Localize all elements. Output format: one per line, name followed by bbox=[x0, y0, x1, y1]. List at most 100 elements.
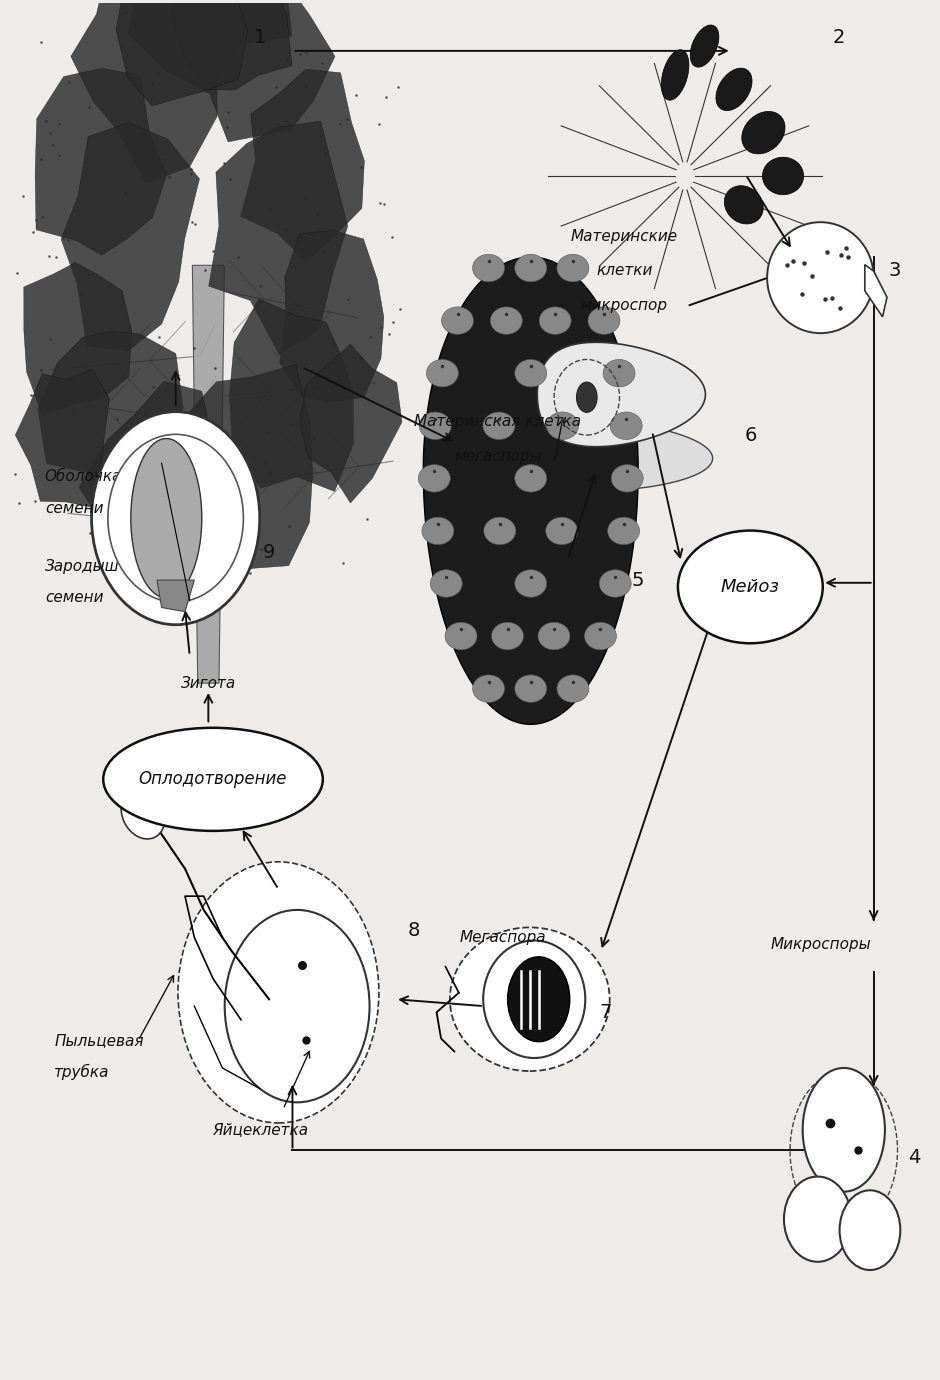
Polygon shape bbox=[209, 121, 348, 355]
Ellipse shape bbox=[546, 413, 578, 439]
Polygon shape bbox=[157, 580, 195, 611]
Ellipse shape bbox=[803, 1068, 885, 1192]
Text: трубка: трубка bbox=[55, 1064, 110, 1081]
Ellipse shape bbox=[483, 941, 586, 1058]
Text: Материнская клетка: Материнская клетка bbox=[415, 414, 582, 429]
Polygon shape bbox=[38, 331, 183, 504]
Text: 8: 8 bbox=[408, 920, 420, 940]
Text: Мегаспора: Мегаспора bbox=[460, 930, 546, 945]
Ellipse shape bbox=[607, 518, 639, 545]
Text: Пыльцевая: Пыльцевая bbox=[55, 1034, 144, 1047]
Ellipse shape bbox=[515, 570, 547, 598]
Ellipse shape bbox=[767, 222, 873, 333]
Ellipse shape bbox=[603, 359, 635, 386]
Text: Оболочка: Оболочка bbox=[45, 469, 122, 484]
Polygon shape bbox=[538, 342, 706, 447]
Text: 5: 5 bbox=[632, 570, 645, 589]
Text: 1: 1 bbox=[254, 28, 266, 47]
Text: Микроспоры: Микроспоры bbox=[770, 937, 870, 952]
Ellipse shape bbox=[610, 413, 642, 439]
Ellipse shape bbox=[422, 518, 454, 545]
Ellipse shape bbox=[121, 788, 164, 839]
Ellipse shape bbox=[473, 675, 505, 702]
Ellipse shape bbox=[600, 570, 632, 598]
Polygon shape bbox=[128, 0, 292, 94]
Polygon shape bbox=[178, 364, 312, 585]
Ellipse shape bbox=[418, 465, 450, 493]
Text: Материнские: Материнские bbox=[571, 229, 678, 244]
Ellipse shape bbox=[508, 956, 570, 1042]
Ellipse shape bbox=[484, 518, 516, 545]
Ellipse shape bbox=[762, 157, 804, 195]
Text: Мейоз: Мейоз bbox=[721, 578, 780, 596]
Ellipse shape bbox=[556, 675, 588, 702]
Ellipse shape bbox=[839, 1191, 901, 1270]
Text: 7: 7 bbox=[600, 1003, 612, 1023]
Text: микроспор: микроспор bbox=[581, 298, 667, 313]
Polygon shape bbox=[35, 69, 167, 255]
Ellipse shape bbox=[538, 622, 570, 650]
Text: 2: 2 bbox=[833, 28, 845, 47]
Ellipse shape bbox=[784, 1177, 852, 1261]
Ellipse shape bbox=[662, 50, 689, 101]
Polygon shape bbox=[279, 230, 384, 402]
Polygon shape bbox=[117, 0, 247, 106]
Ellipse shape bbox=[588, 306, 620, 334]
Text: клетки: клетки bbox=[596, 264, 652, 279]
Text: Зигота: Зигота bbox=[180, 676, 236, 690]
Ellipse shape bbox=[690, 25, 719, 68]
Polygon shape bbox=[15, 370, 110, 508]
Polygon shape bbox=[171, 0, 292, 90]
Ellipse shape bbox=[103, 727, 322, 831]
Ellipse shape bbox=[450, 927, 610, 1071]
Text: 9: 9 bbox=[263, 544, 275, 562]
Ellipse shape bbox=[178, 861, 379, 1123]
Ellipse shape bbox=[546, 518, 578, 545]
Text: Зародыш: Зародыш bbox=[45, 559, 119, 574]
Ellipse shape bbox=[515, 359, 547, 386]
Polygon shape bbox=[300, 345, 402, 502]
Ellipse shape bbox=[515, 254, 547, 282]
Text: семени: семени bbox=[45, 501, 103, 516]
Ellipse shape bbox=[556, 254, 588, 282]
Ellipse shape bbox=[419, 413, 451, 439]
Ellipse shape bbox=[725, 186, 763, 224]
Ellipse shape bbox=[585, 622, 617, 650]
Ellipse shape bbox=[678, 530, 822, 643]
Ellipse shape bbox=[108, 435, 243, 602]
Ellipse shape bbox=[540, 306, 572, 334]
Text: 4: 4 bbox=[908, 1148, 920, 1167]
Polygon shape bbox=[199, 0, 335, 142]
Polygon shape bbox=[193, 265, 225, 683]
Polygon shape bbox=[79, 381, 229, 599]
Ellipse shape bbox=[515, 465, 547, 493]
Text: 3: 3 bbox=[889, 261, 901, 280]
Ellipse shape bbox=[442, 306, 474, 334]
Ellipse shape bbox=[742, 112, 785, 155]
Ellipse shape bbox=[483, 413, 515, 439]
Polygon shape bbox=[229, 299, 353, 491]
Text: Оплодотворение: Оплодотворение bbox=[139, 770, 288, 788]
Polygon shape bbox=[507, 422, 713, 491]
Ellipse shape bbox=[445, 622, 477, 650]
Text: Яйцеклетка: Яйцеклетка bbox=[212, 1122, 307, 1137]
Polygon shape bbox=[61, 123, 199, 351]
Text: семени: семени bbox=[45, 591, 103, 606]
Ellipse shape bbox=[716, 68, 752, 110]
Ellipse shape bbox=[492, 622, 524, 650]
Polygon shape bbox=[241, 69, 365, 262]
Ellipse shape bbox=[515, 675, 547, 702]
Text: 6: 6 bbox=[744, 426, 757, 446]
Ellipse shape bbox=[91, 411, 259, 625]
Ellipse shape bbox=[473, 254, 505, 282]
Ellipse shape bbox=[431, 570, 462, 598]
Polygon shape bbox=[131, 439, 202, 598]
Polygon shape bbox=[865, 265, 887, 317]
Ellipse shape bbox=[491, 306, 523, 334]
Polygon shape bbox=[423, 257, 638, 724]
Ellipse shape bbox=[576, 382, 597, 413]
Ellipse shape bbox=[611, 465, 643, 493]
Polygon shape bbox=[70, 0, 217, 184]
Text: мегаспоры: мегаспоры bbox=[454, 448, 541, 464]
Polygon shape bbox=[24, 262, 132, 415]
